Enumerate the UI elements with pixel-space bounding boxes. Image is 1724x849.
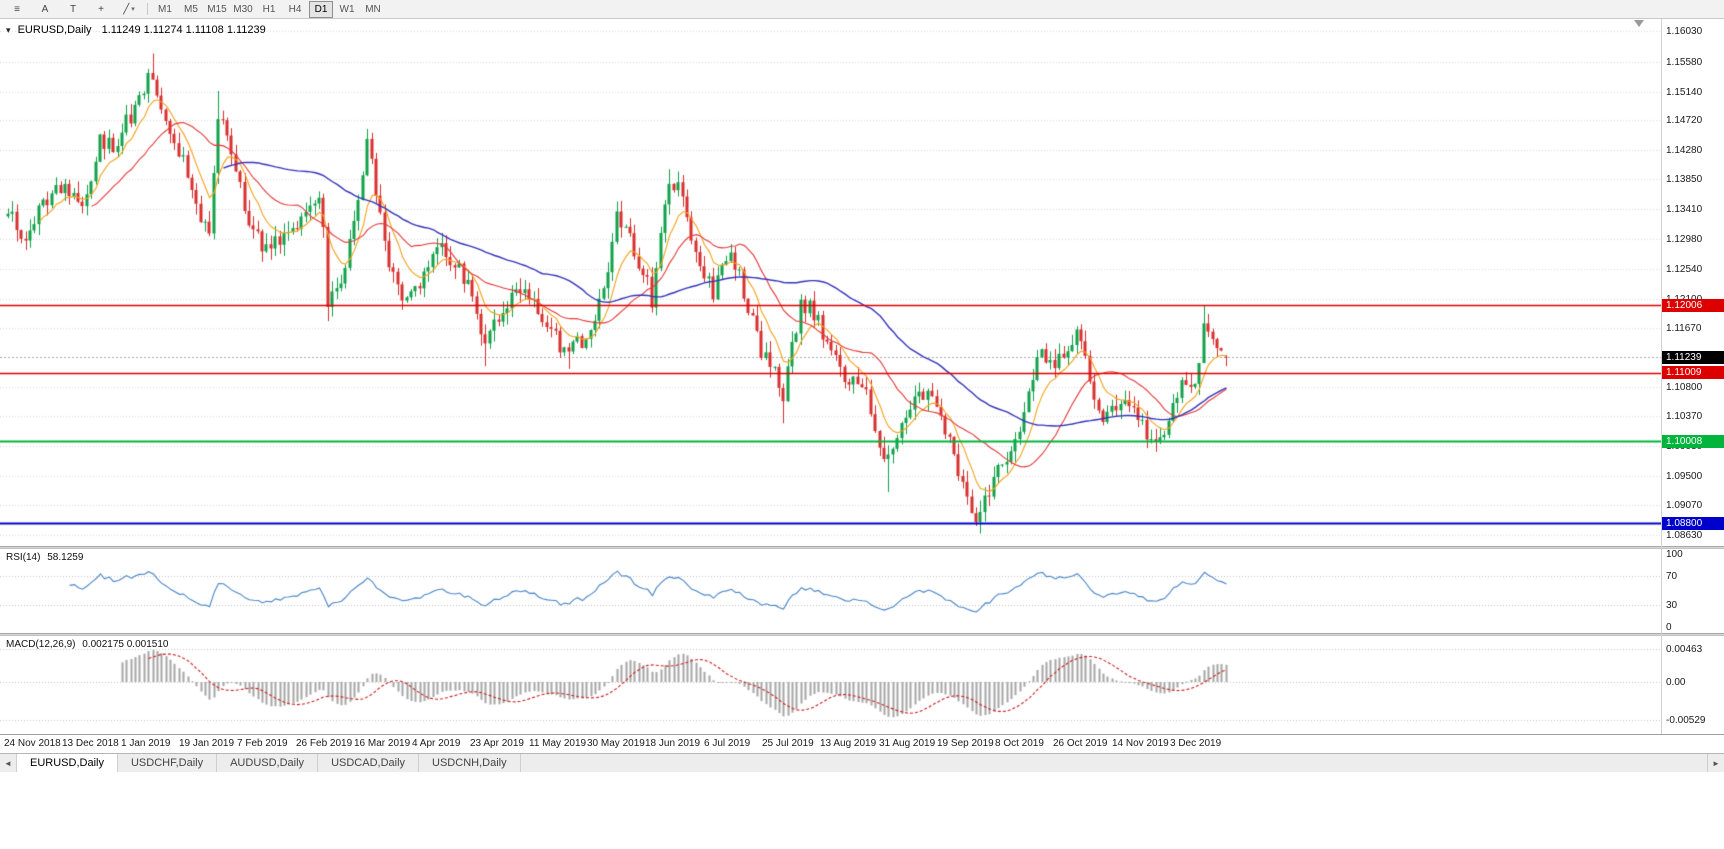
- date-axis-label: 1 Jan 2019: [121, 738, 171, 749]
- price-axis-tick: 1.15580: [1666, 57, 1703, 68]
- chart-tab-bar: ◄ EURUSD,Daily USDCHF,Daily AUDUSD,Daily US…: [0, 753, 1724, 772]
- date-axis-label: 24 Nov 2018: [4, 738, 61, 749]
- price-axis: 1.16030 1.15580 1.15140 1.14720 1.14280 1.138…: [1661, 19, 1724, 734]
- price-axis-tick: 1.14720: [1666, 115, 1703, 126]
- date-axis-label: 18 Jun 2019: [645, 738, 701, 749]
- chart-dropdown-icon[interactable]: ▾: [6, 25, 11, 35]
- panel-splitter[interactable]: [0, 633, 1724, 636]
- date-axis-label: 8 Oct 2019: [995, 738, 1044, 749]
- tab-scroll-left-icon[interactable]: ◄: [0, 754, 17, 772]
- charts-menu-button[interactable]: ≡: [14, 3, 20, 15]
- tab-usdcad[interactable]: USDCAD,Daily: [318, 754, 420, 772]
- current-price-badge: 1.11239: [1662, 351, 1724, 364]
- timeframe-button-m5[interactable]: M5: [184, 3, 198, 15]
- macd-label: MACD(12,26,9) 0.002175 0.001510: [6, 639, 168, 650]
- timeframe-button-d1[interactable]: D1: [309, 0, 333, 18]
- price-axis-tick: 1.15140: [1666, 87, 1703, 98]
- toolbar-tools: ≡ A T + ╱ ▾: [3, 1, 143, 17]
- date-axis-label: 7 Feb 2019: [237, 738, 288, 749]
- macd-panel-canvas[interactable]: [0, 636, 1662, 734]
- date-axis-label: 14 Nov 2019: [1112, 738, 1169, 749]
- price-axis-tick: 1.10370: [1666, 411, 1703, 422]
- date-axis-label: 19 Jan 2019: [179, 738, 235, 749]
- tab-usdchf[interactable]: USDCHF,Daily: [117, 754, 218, 772]
- date-axis-label: 19 Sep 2019: [937, 738, 994, 749]
- tab-bar-spacer: [521, 754, 1707, 772]
- toolbar-separator: [147, 3, 148, 15]
- chart-shift-marker-icon[interactable]: [1634, 20, 1644, 27]
- date-axis-label: 26 Oct 2019: [1053, 738, 1108, 749]
- panel-splitter[interactable]: [0, 546, 1724, 549]
- price-axis-tick: 1.11670: [1666, 323, 1702, 334]
- rsi-axis-tick: 30: [1666, 600, 1678, 611]
- price-axis-tick: 1.08630: [1666, 530, 1703, 541]
- date-axis-label: 23 Apr 2019: [470, 738, 524, 749]
- timeframe-button-h1[interactable]: H1: [262, 3, 276, 15]
- timeframe-button-mn[interactable]: MN: [365, 3, 381, 15]
- cursor-tool-button[interactable]: A: [41, 3, 49, 15]
- timeframe-button-m1[interactable]: M1: [158, 3, 172, 15]
- level-price-badge: 1.12006: [1662, 299, 1724, 312]
- draw-tools-button[interactable]: ╱ ▾: [123, 3, 135, 15]
- date-axis-label: 13 Dec 2018: [62, 738, 119, 749]
- level-price-badge: 1.11009: [1662, 366, 1724, 379]
- date-axis-label: 30 May 2019: [587, 738, 645, 749]
- timeframe-buttons: M1 M5 M15 M30 H1 H4 D1 W1 MN: [152, 0, 386, 18]
- macd-axis-tick: 0.00463: [1666, 644, 1703, 655]
- chart-ohlc-values: 1.11249 1.11274 1.11108 1.11239: [101, 24, 266, 36]
- tab-eurusd[interactable]: EURUSD,Daily: [17, 754, 118, 772]
- chart-window: ▾ EURUSD,Daily 1.11249 1.11274 1.11108 1…: [0, 19, 1724, 734]
- timeframe-button-m30[interactable]: M30: [233, 3, 253, 15]
- timeframe-button-m15[interactable]: M15: [207, 3, 227, 15]
- price-axis-tick: 1.09070: [1666, 500, 1703, 511]
- status-area: [0, 772, 1724, 849]
- rsi-name: RSI(14): [6, 552, 41, 563]
- date-axis-label: 6 Jul 2019: [704, 738, 751, 749]
- macd-values: 0.002175 0.001510: [82, 639, 169, 650]
- macd-axis-tick: 0.00: [1666, 677, 1686, 688]
- macd-axis-tick: -0.00529: [1666, 715, 1706, 726]
- date-axis-label: 31 Aug 2019: [879, 738, 936, 749]
- timeframe-button-w1[interactable]: W1: [339, 3, 355, 15]
- price-axis-tick: 1.16030: [1666, 26, 1703, 37]
- crosshair-tool-button[interactable]: +: [98, 3, 104, 15]
- chart-title: ▾ EURUSD,Daily 1.11249 1.11274 1.11108 1…: [6, 24, 266, 36]
- tab-usdcnh[interactable]: USDCNH,Daily: [419, 754, 521, 772]
- date-axis-label: 16 Mar 2019: [354, 738, 411, 749]
- price-axis-tick: 1.10800: [1666, 382, 1703, 393]
- rsi-axis-tick: 100: [1666, 549, 1683, 560]
- rsi-panel-canvas[interactable]: [0, 549, 1662, 633]
- chart-symbol-label: EURUSD,Daily: [17, 24, 92, 36]
- date-axis-label: 4 Apr 2019: [412, 738, 461, 749]
- price-axis-tick: 1.12980: [1666, 234, 1703, 245]
- price-axis-tick: 1.12540: [1666, 264, 1703, 275]
- date-axis-label: 3 Dec 2019: [1170, 738, 1222, 749]
- date-axis-label: 11 May 2019: [529, 738, 587, 749]
- price-axis-tick: 1.14280: [1666, 145, 1703, 156]
- price-axis-tick: 1.13410: [1666, 204, 1703, 215]
- rsi-label: RSI(14) 58.1259: [6, 552, 83, 563]
- tab-audusd[interactable]: AUDUSD,Daily: [217, 754, 319, 772]
- price-axis-tick: 1.13850: [1666, 174, 1703, 185]
- level-price-badge: 1.08800: [1662, 517, 1724, 530]
- rsi-axis-tick: 0: [1666, 622, 1672, 633]
- rsi-axis-tick: 70: [1666, 571, 1678, 582]
- level-price-badge: 1.10008: [1662, 435, 1724, 448]
- date-axis-label: 13 Aug 2019: [820, 738, 877, 749]
- tab-scroll-right-icon[interactable]: ►: [1707, 754, 1724, 772]
- date-axis-label: 26 Feb 2019: [296, 738, 353, 749]
- timeframe-button-h4[interactable]: H4: [288, 3, 302, 15]
- tab-items: EURUSD,Daily USDCHF,Daily AUDUSD,Daily USDC…: [17, 754, 521, 772]
- toolbar: ≡ A T + ╱ ▾ M1 M5 M15 M30 H1 H4 D1 W1 MN: [0, 0, 1724, 19]
- text-tool-button[interactable]: T: [69, 3, 77, 15]
- date-axis: 24 Nov 2018 13 Dec 2018 1 Jan 2019 19 Jan 2…: [0, 734, 1724, 753]
- price-axis-tick: 1.09500: [1666, 471, 1703, 482]
- macd-name: MACD(12,26,9): [6, 639, 76, 650]
- price-chart-canvas[interactable]: [0, 19, 1662, 546]
- rsi-value: 58.1259: [47, 552, 84, 563]
- date-axis-label: 25 Jul 2019: [762, 738, 814, 749]
